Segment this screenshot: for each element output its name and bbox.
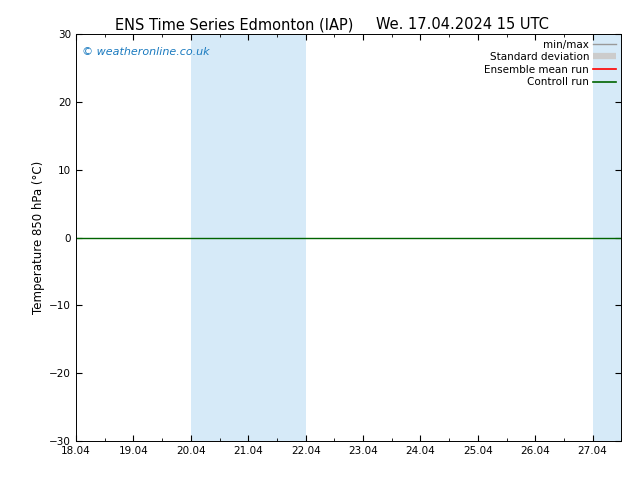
Text: ENS Time Series Edmonton (IAP): ENS Time Series Edmonton (IAP) (115, 17, 354, 32)
Y-axis label: Temperature 850 hPa (°C): Temperature 850 hPa (°C) (32, 161, 45, 314)
Legend: min/max, Standard deviation, Ensemble mean run, Controll run: min/max, Standard deviation, Ensemble me… (484, 40, 616, 87)
Bar (191, 34, 306, 441)
Bar (593, 34, 621, 441)
Text: © weatheronline.co.uk: © weatheronline.co.uk (82, 47, 209, 56)
Text: We. 17.04.2024 15 UTC: We. 17.04.2024 15 UTC (377, 17, 549, 32)
